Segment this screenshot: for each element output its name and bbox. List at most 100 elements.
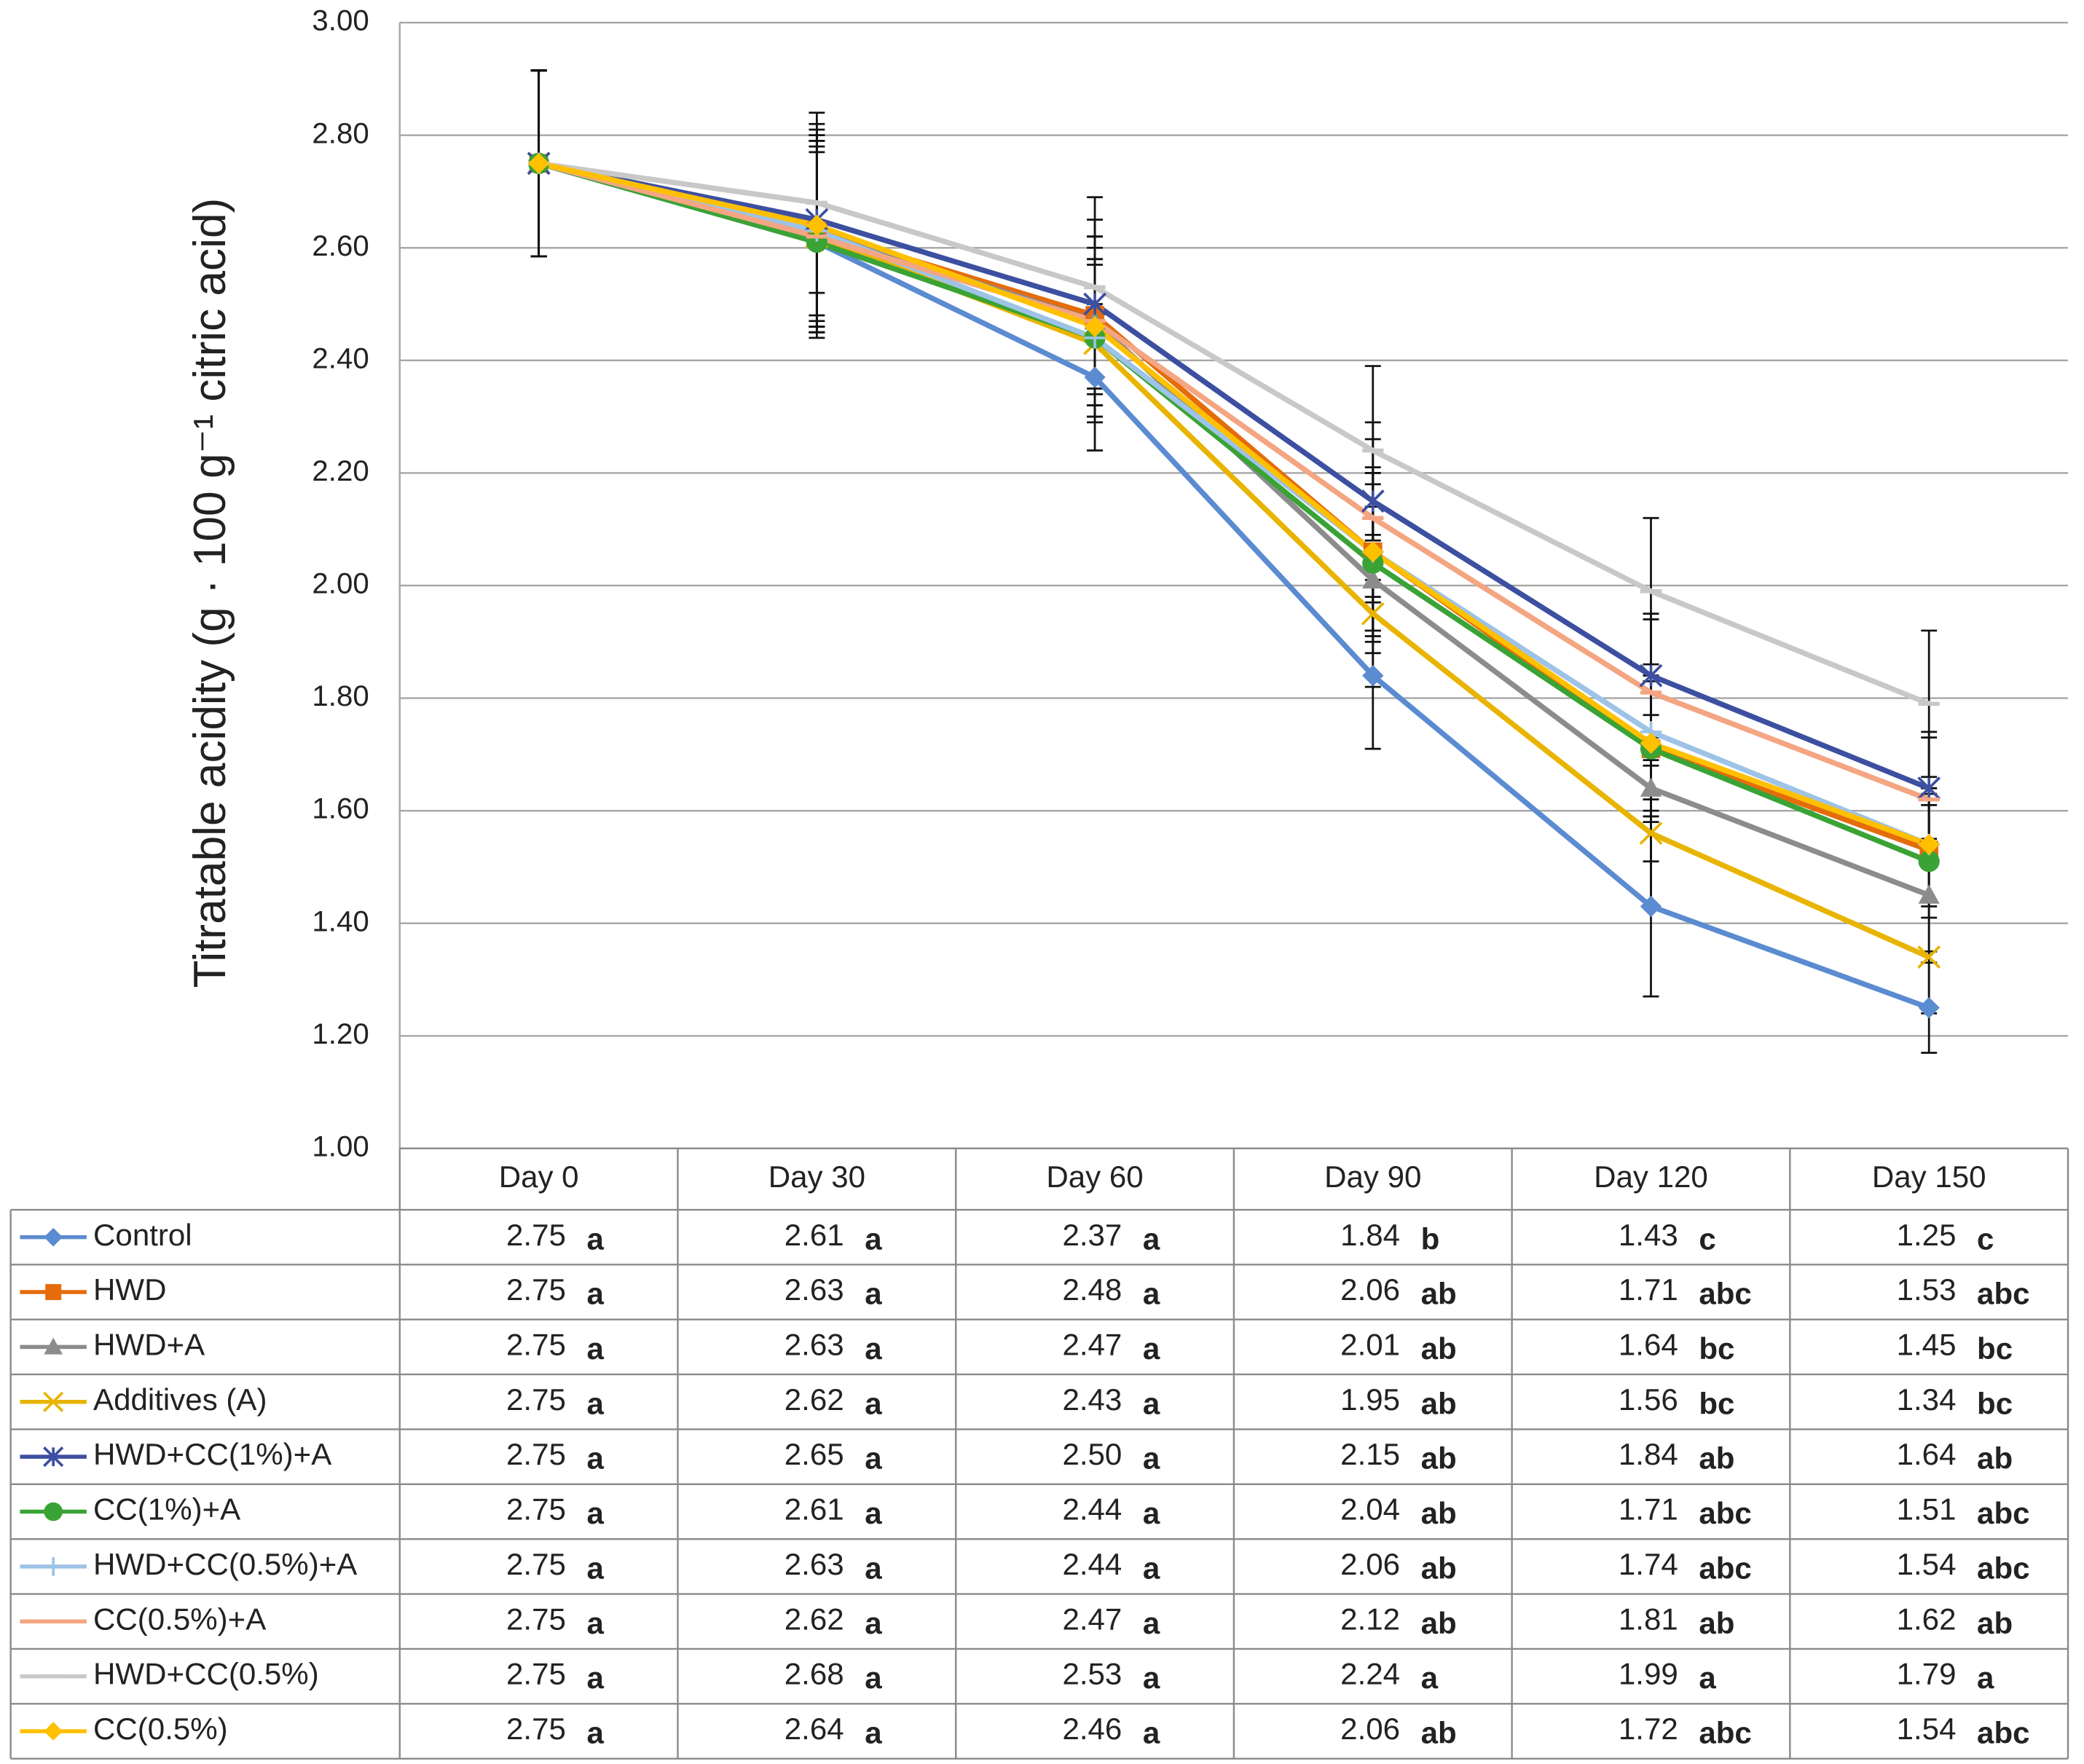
y-tick-label: 1.00 — [312, 1130, 369, 1162]
marker — [1084, 366, 1106, 388]
marker — [1918, 833, 1940, 856]
table-letter: ab — [1699, 1441, 1734, 1476]
table-value: 2.63 — [785, 1272, 844, 1307]
table-value: 1.95 — [1340, 1382, 1400, 1417]
legend-label: HWD+CC(0.5%) — [93, 1657, 319, 1691]
table-value: 2.48 — [1062, 1272, 1122, 1307]
marker — [1918, 884, 1940, 904]
legend-label: CC(1%)+A — [93, 1492, 240, 1527]
marker — [1640, 777, 1662, 797]
legend-label: Control — [93, 1218, 192, 1252]
table-value: 2.68 — [785, 1657, 844, 1691]
table-letter: a — [586, 1496, 604, 1530]
table-value: 2.63 — [785, 1547, 844, 1581]
marker — [44, 1722, 63, 1741]
table-letter: a — [586, 1441, 604, 1476]
table-letter: a — [1143, 1221, 1160, 1256]
table-letter: ab — [1421, 1496, 1457, 1530]
table-value: 1.34 — [1897, 1382, 1957, 1417]
table-value: 2.61 — [785, 1492, 844, 1527]
marker — [806, 214, 827, 236]
legend-label: HWD+A — [93, 1328, 205, 1362]
table-value: 2.75 — [506, 1218, 566, 1252]
table-value: 2.46 — [1062, 1712, 1122, 1746]
table-value: 1.79 — [1897, 1657, 1957, 1691]
table-letter: a — [586, 1386, 604, 1420]
table-value: 2.61 — [785, 1218, 844, 1252]
table-value: 1.45 — [1897, 1328, 1957, 1362]
table-value: 2.75 — [506, 1272, 566, 1307]
table-letter: ab — [1421, 1277, 1457, 1311]
y-tick-label: 1.40 — [312, 905, 369, 937]
marker — [1084, 315, 1106, 338]
table-letter: a — [1143, 1386, 1160, 1420]
table-letter: abc — [1977, 1551, 2029, 1585]
marker — [1640, 895, 1662, 918]
table-letter: a — [1143, 1661, 1160, 1695]
legend-label: CC(0.5%)+A — [93, 1602, 266, 1636]
table-value: 1.99 — [1619, 1657, 1678, 1691]
table-letter: a — [865, 1221, 882, 1256]
table-letter: a — [1143, 1606, 1160, 1640]
x-tick-label: Day 60 — [1046, 1159, 1143, 1194]
table-value: 2.06 — [1340, 1712, 1400, 1746]
marker — [1917, 776, 1941, 800]
marker — [45, 1284, 62, 1301]
x-tick-label: Day 30 — [768, 1159, 865, 1194]
table-letter: a — [1143, 1277, 1160, 1311]
table-letter: bc — [1699, 1331, 1734, 1366]
table-letter: a — [865, 1606, 882, 1640]
y-tick-label: 1.80 — [312, 680, 369, 712]
marker — [1362, 569, 1384, 588]
table-value: 1.64 — [1619, 1328, 1678, 1362]
table-letter: a — [865, 1386, 882, 1420]
table-value: 2.65 — [785, 1437, 844, 1471]
marker — [43, 1391, 64, 1412]
table-value: 2.75 — [506, 1328, 566, 1362]
table-letter: ab — [1421, 1386, 1457, 1420]
table-value: 2.75 — [506, 1547, 566, 1581]
series-line — [538, 160, 1930, 847]
marker — [528, 152, 550, 174]
series-line — [538, 160, 1930, 803]
table-value: 1.53 — [1897, 1272, 1957, 1307]
y-tick-label: 2.20 — [312, 454, 369, 487]
y-tick-label: 2.80 — [312, 117, 369, 149]
table-value: 1.56 — [1619, 1382, 1678, 1417]
table-letter: ab — [1421, 1441, 1457, 1476]
table-letter: c — [1699, 1221, 1715, 1256]
x-tick-label: Day 90 — [1324, 1159, 1421, 1194]
marker — [1362, 540, 1384, 563]
table-value: 2.01 — [1340, 1328, 1400, 1362]
marker — [44, 1502, 63, 1521]
y-tick-label: 3.00 — [312, 4, 369, 37]
table-value: 2.75 — [506, 1712, 566, 1746]
table-value: 1.64 — [1897, 1437, 1957, 1471]
marker — [1362, 552, 1384, 574]
table-letter: a — [865, 1661, 882, 1695]
marker — [1361, 489, 1385, 513]
x-tick-label: Day 150 — [1872, 1159, 1986, 1194]
series-line — [538, 160, 1930, 847]
table-letter: bc — [1977, 1331, 2013, 1366]
y-tick-label: 1.60 — [312, 792, 369, 825]
table-letter: b — [1421, 1221, 1440, 1256]
y-axis-label: Titratable acidity (g · 100 g⁻¹ citric a… — [185, 198, 235, 988]
table-value: 2.62 — [785, 1382, 844, 1417]
table-letter: a — [865, 1551, 882, 1585]
table-value: 1.84 — [1619, 1437, 1678, 1471]
marker — [1639, 822, 1663, 845]
table-value: 2.75 — [506, 1382, 566, 1417]
table-letter: a — [1143, 1441, 1160, 1476]
table-letter: abc — [1977, 1277, 2029, 1311]
table-value: 2.50 — [1062, 1437, 1122, 1471]
table-value: 2.06 — [1340, 1272, 1400, 1307]
table-letter: ab — [1421, 1551, 1457, 1585]
marker — [1918, 851, 1940, 873]
legend-label: HWD — [93, 1272, 166, 1307]
table-letter: abc — [1699, 1551, 1751, 1585]
table-letter: ab — [1421, 1716, 1457, 1750]
marker — [43, 1446, 64, 1468]
y-tick-label: 2.00 — [312, 567, 369, 600]
